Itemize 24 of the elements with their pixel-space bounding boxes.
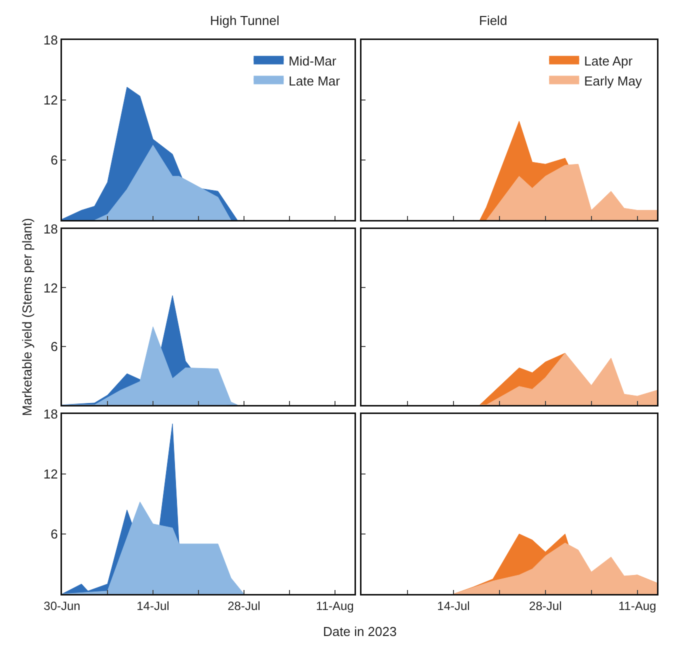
chart-title: High Tunnel bbox=[210, 13, 280, 28]
y-tick-label: 12 bbox=[43, 92, 58, 108]
x-tick-label: 14-Jul bbox=[136, 598, 170, 613]
legend-label: Early May bbox=[584, 73, 642, 88]
x-tick-label: 11-Aug bbox=[316, 598, 354, 613]
y-tick-label: 18 bbox=[43, 406, 58, 422]
y-tick-label: 18 bbox=[43, 222, 58, 237]
x-axis-title: Date in 2023 bbox=[323, 624, 397, 639]
x-tick-label: 28-Jul bbox=[228, 598, 260, 613]
y-tick-label: 6 bbox=[50, 152, 58, 168]
y-tick-label: 6 bbox=[50, 338, 58, 354]
chart-title: Field bbox=[479, 13, 508, 28]
y-axis-title: Marketable yield (Stems per plant) bbox=[20, 218, 35, 416]
y-tick-label: 6 bbox=[50, 526, 58, 542]
x-tick-label: 30-Jun bbox=[44, 598, 80, 613]
y-tick-label: 12 bbox=[43, 466, 58, 482]
x-tick-label: 14-Jul bbox=[437, 598, 470, 613]
x-tick-label: 11-Aug bbox=[618, 598, 656, 613]
y-tick-label: 18 bbox=[43, 32, 58, 48]
legend-label: Late Mar bbox=[288, 73, 341, 88]
x-tick-label: 28-Jul bbox=[529, 598, 562, 613]
legend-label: Mid-Mar bbox=[288, 53, 338, 68]
legend-label: Late Apr bbox=[584, 53, 634, 68]
y-tick-label: 12 bbox=[43, 280, 58, 296]
